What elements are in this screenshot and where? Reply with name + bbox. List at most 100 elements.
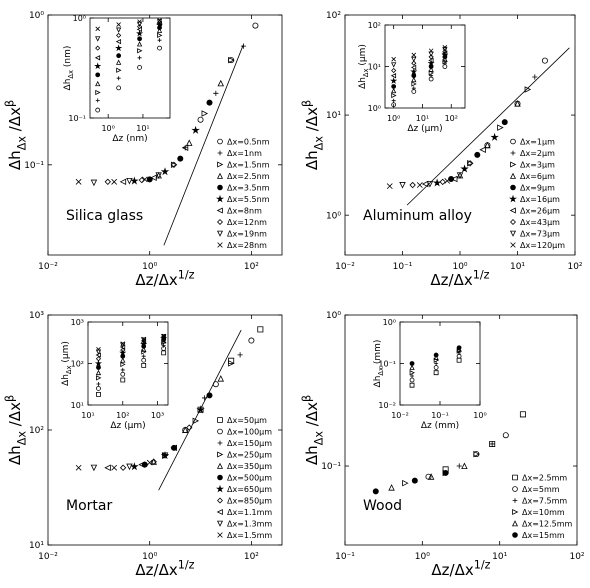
x-tick-label: 10⁰ — [473, 411, 486, 420]
marker — [391, 84, 397, 89]
x-tick-label: 10² — [569, 552, 584, 562]
legend-marker — [217, 184, 223, 191]
legend-marker — [510, 184, 516, 191]
marker — [156, 27, 163, 33]
marker — [141, 336, 146, 342]
marker — [170, 444, 177, 452]
axis-label-part: (nm) — [63, 46, 73, 70]
marker — [141, 339, 147, 346]
marker — [444, 178, 451, 184]
axis-label: Δz (nm) — [112, 134, 147, 144]
marker — [116, 85, 122, 91]
marker — [466, 160, 474, 167]
y-tick-label: 10¹ — [29, 541, 44, 551]
y-tick-label: 10¹ — [326, 111, 341, 121]
marker — [95, 80, 101, 87]
legend-marker — [216, 172, 224, 179]
marker — [115, 59, 122, 65]
marker — [116, 53, 122, 59]
axis-label-part: Δh — [63, 79, 73, 91]
marker — [409, 382, 415, 388]
legend-label: Δx=1.3mm — [227, 520, 272, 529]
legend-label: Δx=1μm — [520, 138, 555, 147]
marker — [130, 462, 139, 471]
marker — [427, 473, 435, 480]
legend-label: Δx=73μm — [520, 230, 560, 239]
legend-marker — [512, 508, 519, 516]
y-tick-label: 10⁻¹ — [378, 359, 396, 368]
axis-label: Δz/Δx1/z — [430, 268, 489, 289]
legend-label: Δx=19nm — [227, 230, 267, 239]
legend-marker — [216, 194, 224, 203]
x-tick-label: 10⁰ — [452, 262, 467, 272]
marker — [111, 464, 118, 471]
marker — [442, 64, 448, 69]
marker — [411, 52, 417, 58]
y-tick-label: 10⁰ — [383, 318, 396, 327]
marker — [136, 41, 143, 47]
x-tick-label: 10¹ — [510, 262, 525, 272]
marker — [409, 361, 415, 366]
axis-label: Δz/Δx1/z — [431, 558, 490, 579]
marker — [410, 373, 415, 378]
marker — [433, 365, 439, 370]
x-tick-label: 10⁰ — [142, 262, 157, 272]
axis-label-part: Δz/Δx — [430, 271, 472, 289]
marker — [141, 354, 146, 359]
marker — [90, 179, 98, 187]
marker — [409, 364, 415, 370]
marker — [402, 479, 409, 487]
x-tick-label: 10³ — [151, 411, 164, 420]
legend-marker — [217, 532, 223, 538]
legend-label: Δx=10mm — [522, 508, 565, 517]
marker — [126, 177, 133, 185]
marker — [411, 477, 418, 484]
marker — [421, 180, 429, 188]
marker — [181, 426, 189, 433]
marker — [390, 73, 397, 79]
plot-area — [87, 321, 169, 406]
marker — [96, 365, 101, 370]
y-tick-label: 10³ — [29, 311, 44, 321]
marker — [141, 362, 147, 368]
y-tick-label: 10⁰ — [29, 11, 44, 21]
marker — [160, 167, 170, 176]
marker — [157, 17, 162, 23]
legend-marker — [510, 138, 516, 145]
marker — [391, 102, 397, 108]
marker — [432, 178, 442, 187]
marker — [115, 44, 123, 52]
legend-label: Δx=7.5mm — [522, 497, 567, 506]
marker — [252, 22, 259, 29]
marker — [391, 56, 396, 62]
marker — [161, 452, 169, 460]
legend-marker — [216, 230, 224, 237]
axis-label-part: Δx — [67, 70, 75, 79]
marker — [514, 100, 521, 107]
marker — [524, 86, 532, 93]
legend-marker — [510, 242, 516, 248]
axis-label-part: Δh — [358, 77, 368, 89]
axis-label: Δz/Δx1/z — [135, 268, 194, 289]
marker — [111, 178, 118, 185]
marker — [94, 359, 103, 367]
marker — [206, 99, 213, 106]
axis-label-part: Δx — [362, 68, 370, 77]
marker — [416, 182, 423, 188]
marker — [213, 90, 219, 96]
marker — [519, 411, 526, 418]
marker — [95, 349, 102, 355]
marker — [391, 92, 397, 99]
x-tick-label: 10⁰ — [415, 552, 430, 562]
marker — [95, 45, 101, 51]
marker — [115, 27, 122, 33]
marker — [137, 24, 143, 30]
axis-label-part: β — [300, 395, 313, 402]
legend-marker — [510, 219, 516, 225]
marker — [442, 45, 448, 50]
marker — [489, 440, 496, 447]
marker — [450, 175, 458, 183]
marker — [490, 132, 499, 141]
